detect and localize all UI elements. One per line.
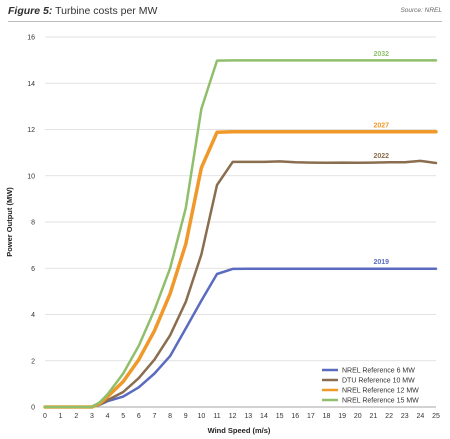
legend-entry-3: NREL Reference 12 MW <box>342 388 419 395</box>
figure-label: Figure 5: <box>8 5 53 17</box>
x-tick-label: 16 <box>291 413 299 420</box>
y-tick-label: 0 <box>31 405 35 412</box>
y-axis-label: Power Output (MW) <box>5 187 14 257</box>
series-lines <box>43 59 438 409</box>
x-tick-label: 17 <box>307 413 315 420</box>
x-tick-label: 13 <box>244 413 252 420</box>
x-tick-label: 2 <box>74 413 78 420</box>
x-tick-label: 25 <box>432 413 440 420</box>
figure-title-line: Figure 5: Turbine costs per MW <box>8 5 157 17</box>
x-tick-label: 10 <box>198 413 206 420</box>
legend-entry-2: DTU Reference 10 MW <box>342 378 415 385</box>
x-tick-label: 4 <box>106 413 110 420</box>
x-tick-label: 12 <box>229 413 237 420</box>
series-annotation-4: 2032 <box>373 51 389 58</box>
x-tick-label: 5 <box>121 413 125 420</box>
x-tick-label: 6 <box>137 413 141 420</box>
series-annotation-1: 2019 <box>373 259 389 266</box>
y-tick-label: 2 <box>31 358 35 365</box>
x-tick-label: 22 <box>385 413 393 420</box>
figure-header: Figure 5: Turbine costs per MW Source: N… <box>8 5 442 19</box>
x-tick-label: 21 <box>370 413 378 420</box>
x-tick-label: 0 <box>43 413 47 420</box>
legend: NREL Reference 6 MW DTU Reference 10 MW NR… <box>322 368 419 405</box>
x-tick-label: 24 <box>416 413 424 420</box>
legend-entry-4: NREL Reference 15 MW <box>342 398 419 405</box>
series-annotation-3: 2027 <box>373 122 389 129</box>
figure-source: Source: NREL <box>400 7 442 14</box>
x-tick-label: 14 <box>260 413 268 420</box>
x-axis-label: Wind Speed (m/s) <box>208 426 271 435</box>
x-tick-label: 11 <box>213 413 220 420</box>
series-annotation-2: 2022 <box>373 153 389 160</box>
figure-title: Turbine costs per MW <box>55 5 158 17</box>
y-tick-label: 6 <box>31 266 35 273</box>
legend-entry-1: NREL Reference 6 MW <box>342 368 415 375</box>
x-tick-label: 8 <box>168 413 172 420</box>
y-tick-label: 10 <box>27 173 35 180</box>
y-tick-label: 14 <box>27 81 35 88</box>
series-line-1 <box>43 267 438 409</box>
series-annotations: 2019 2022 2027 2032 <box>373 51 389 266</box>
y-tick-label: 16 <box>27 35 35 42</box>
x-tick-label: 3 <box>90 413 94 420</box>
x-tick-label: 20 <box>354 413 362 420</box>
y-tick-label: 4 <box>31 312 35 319</box>
y-tick-label: 8 <box>31 220 35 227</box>
x-tick-label: 19 <box>338 413 346 420</box>
gridlines <box>45 36 436 362</box>
y-tick-label: 12 <box>27 127 35 134</box>
header-divider <box>8 21 442 22</box>
x-tick-label: 1 <box>59 413 63 420</box>
x-tick-label: 23 <box>401 413 409 420</box>
x-tick-label: 15 <box>276 413 284 420</box>
series-line-4 <box>43 59 438 409</box>
x-tick-label: 7 <box>153 413 157 420</box>
x-tick-label: 18 <box>323 413 331 420</box>
x-tick-label: 9 <box>184 413 188 420</box>
